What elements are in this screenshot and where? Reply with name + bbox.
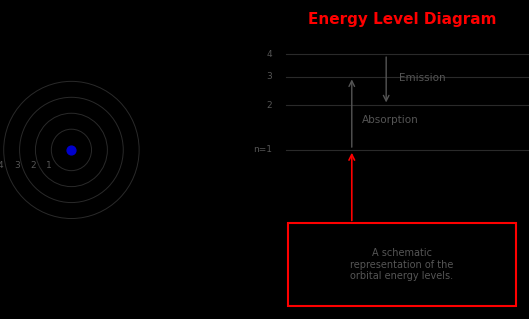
Text: Absorption: Absorption [362, 115, 419, 125]
Text: 2: 2 [31, 161, 36, 170]
Text: 3: 3 [15, 161, 20, 170]
Text: A schematic
representation of the
orbital energy levels.: A schematic representation of the orbita… [350, 248, 454, 281]
Text: Emission: Emission [399, 73, 446, 83]
Text: Energy Level Diagram: Energy Level Diagram [308, 11, 496, 27]
Text: 1: 1 [47, 161, 52, 170]
Text: 4: 4 [0, 161, 3, 170]
Text: 4: 4 [267, 50, 272, 59]
Text: 2: 2 [267, 101, 272, 110]
Text: 3: 3 [267, 72, 272, 81]
Bar [288, 223, 516, 306]
Text: n=1: n=1 [253, 145, 272, 154]
Point [67, 147, 76, 152]
